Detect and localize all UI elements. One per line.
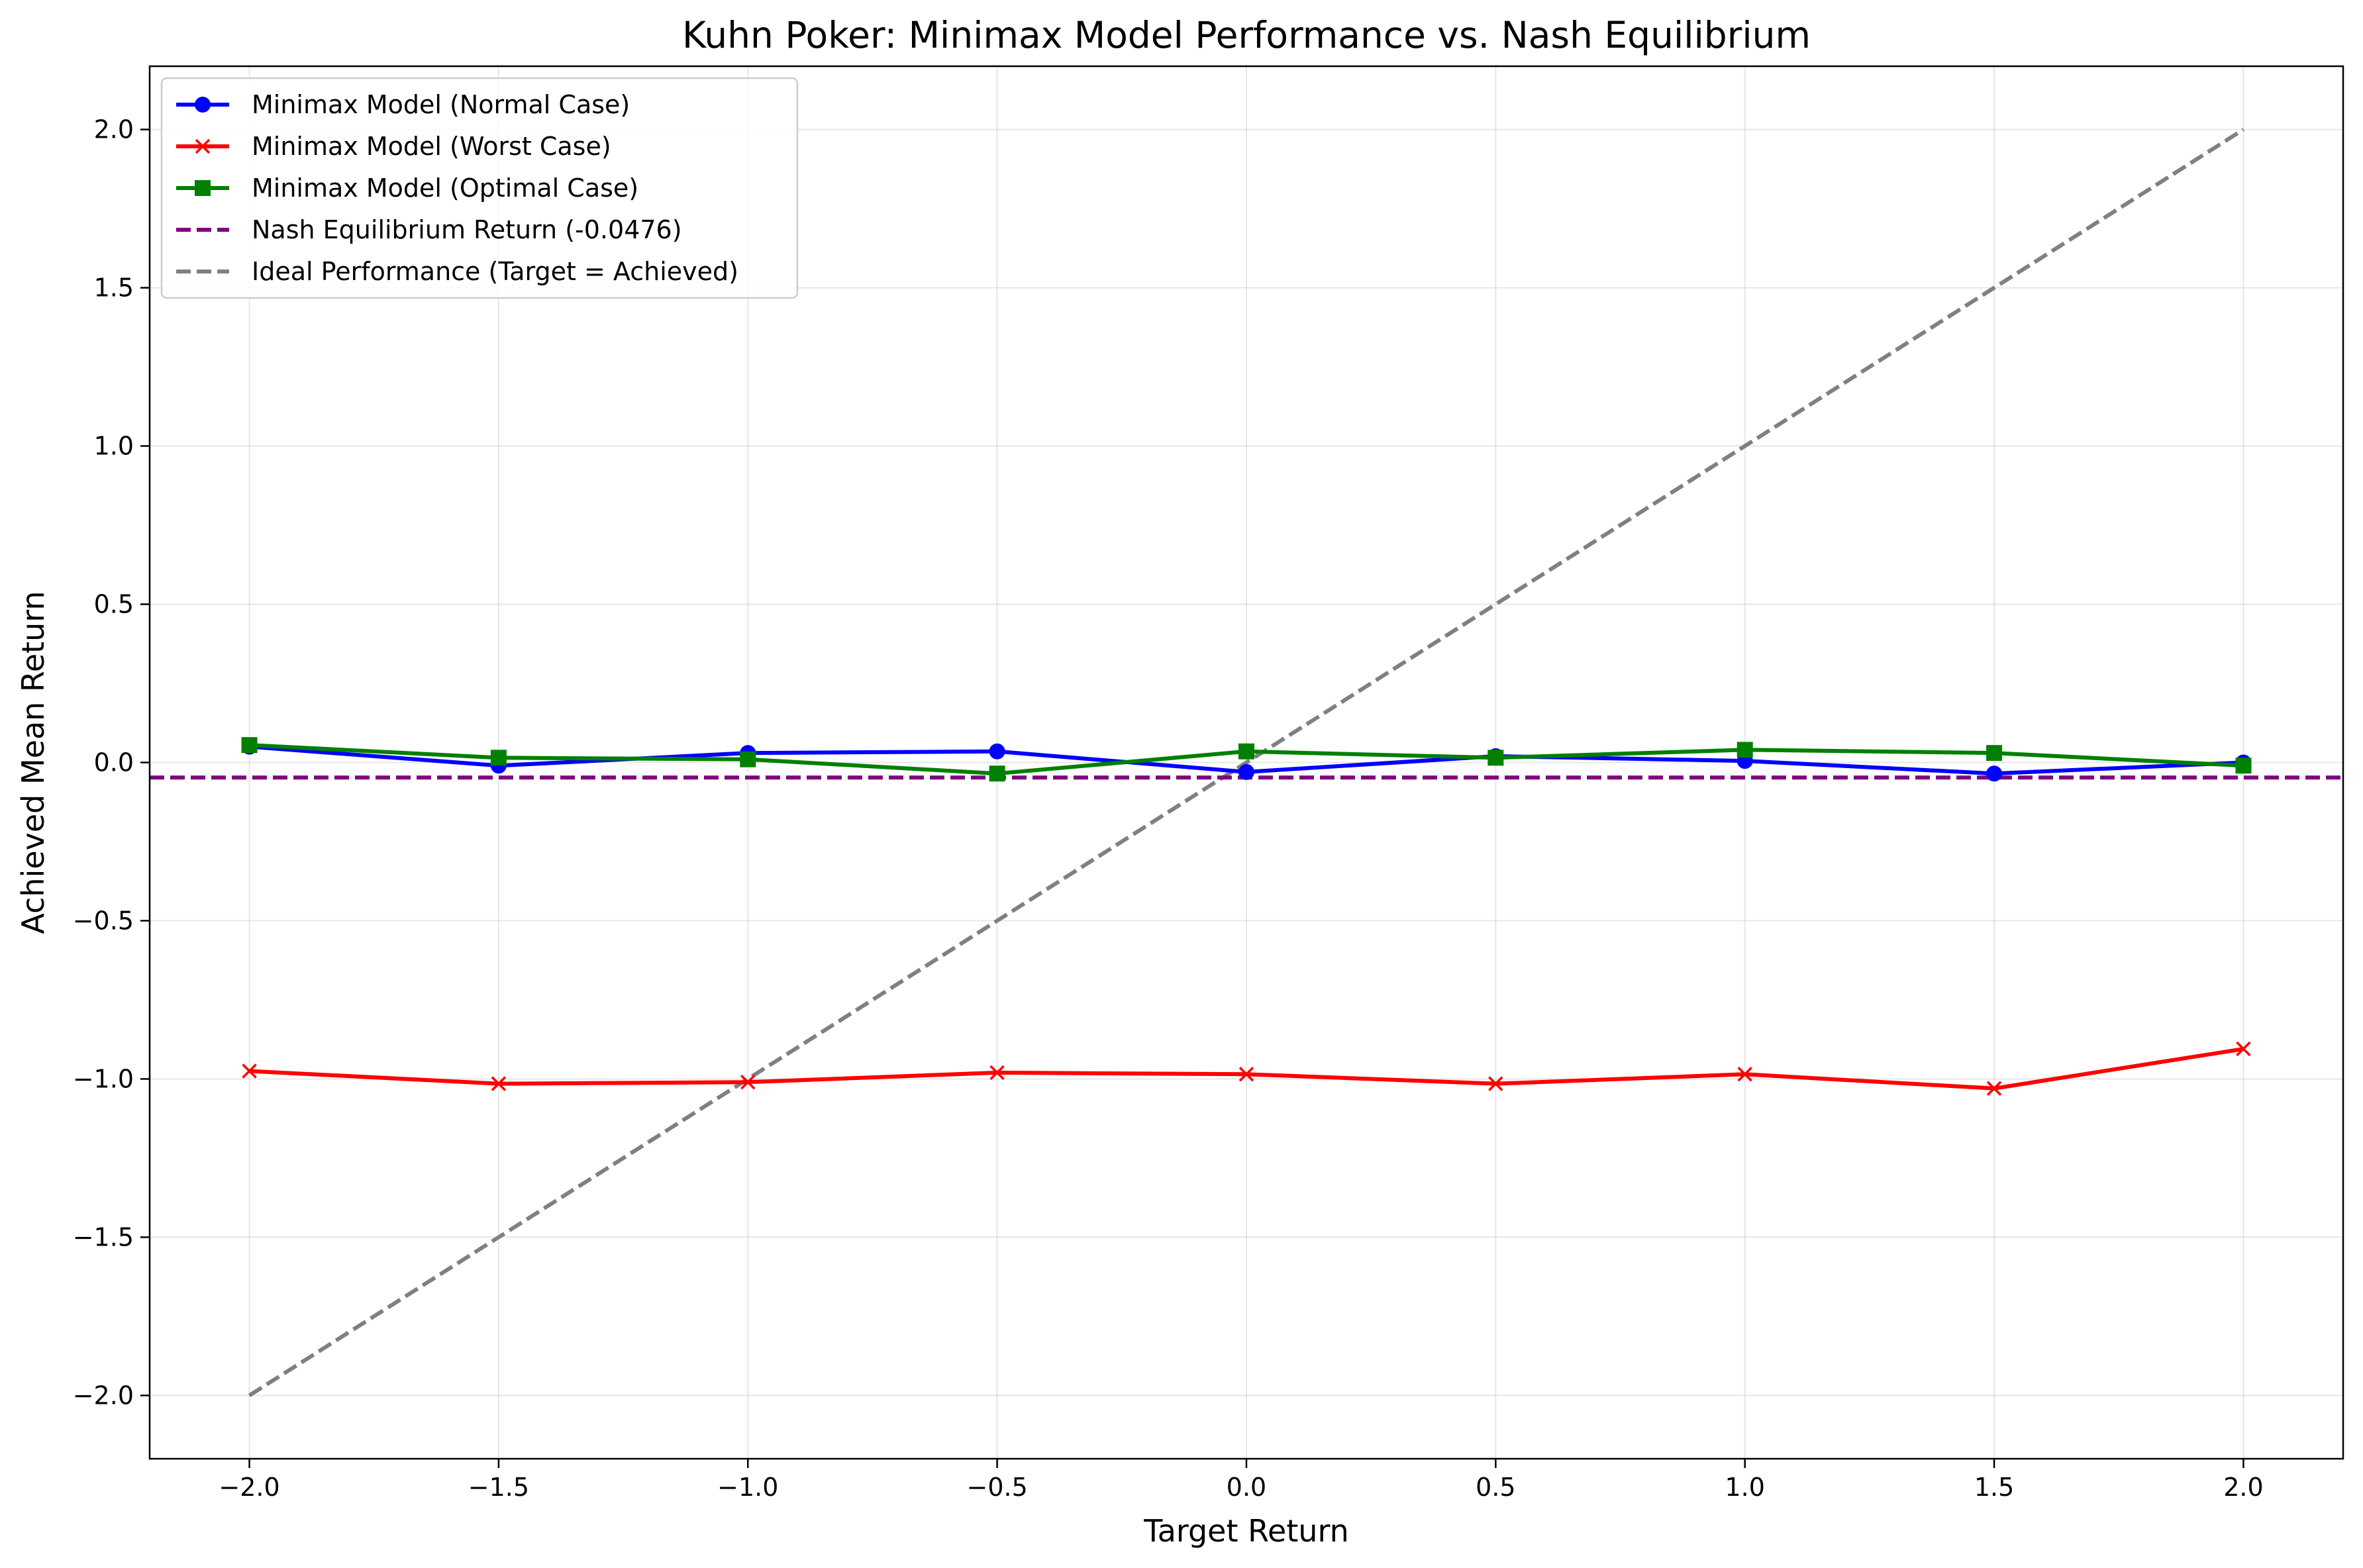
series-0-point xyxy=(1986,765,2003,782)
series-1-point xyxy=(1737,1067,1752,1082)
legend: Minimax Model (Normal Case) Minimax Model… xyxy=(160,77,799,299)
series-2-point xyxy=(1736,742,1753,758)
x-tick-label: −2.0 xyxy=(219,1473,279,1502)
series-1-point-stroke xyxy=(989,1065,1005,1081)
series-1-point-stroke xyxy=(1737,1067,1752,1082)
series-1-point-stroke xyxy=(1488,1076,1503,1091)
y-tick-label: −2.0 xyxy=(73,1381,134,1410)
y-tick-label: 1.0 xyxy=(94,432,134,461)
y-tick-label: 1.5 xyxy=(94,273,134,303)
series-2-point xyxy=(740,751,756,767)
x-axis-title: Target Return xyxy=(1143,1513,1349,1549)
y-tick-label: −0.5 xyxy=(73,906,134,935)
series-1-point xyxy=(740,1074,756,1090)
series-2-point xyxy=(1986,745,2003,761)
y-axis-title: Achieved Mean Return xyxy=(15,591,51,934)
series-1-point-stroke xyxy=(2236,1041,2251,1057)
x-tick-label: 1.5 xyxy=(1974,1473,2014,1502)
legend-entry-label: Ideal Performance (Target = Achieved) xyxy=(252,257,738,286)
series-1-point-stroke xyxy=(242,1063,257,1079)
x-tick-label: −0.5 xyxy=(966,1473,1027,1502)
x-tick-label: 2.0 xyxy=(2223,1473,2263,1502)
legend-swatch-marker xyxy=(195,97,211,113)
series-2-point xyxy=(1487,750,1504,766)
legend-box xyxy=(160,77,799,299)
ideal-performance-line xyxy=(248,128,2245,1397)
legend-swatch-marker xyxy=(195,180,211,196)
legend-swatch-marker-stroke xyxy=(195,138,211,154)
series-1-point xyxy=(1238,1067,1254,1082)
series-1-point-stroke xyxy=(1986,1081,2002,1097)
axis-ticks: −2.0 −1.5 −1.0 −0.5 0.0 0.5 1.0 1.5 2.0 −2.0 −1.5 −… xyxy=(73,115,2264,1502)
legend-entry-label: Minimax Model (Worst Case) xyxy=(252,132,611,161)
chart-title: Kuhn Poker: Minimax Model Performance vs… xyxy=(682,14,1811,56)
series-1-point-stroke xyxy=(1238,1067,1254,1082)
series-1-point xyxy=(491,1076,507,1091)
series-1-point-stroke xyxy=(491,1076,507,1091)
series-1-point-stroke xyxy=(740,1074,756,1090)
x-tick-label: −1.0 xyxy=(717,1473,778,1502)
plot-series xyxy=(150,128,2343,1397)
series-2-point xyxy=(490,750,507,766)
legend-entry-label: Minimax Model (Normal Case) xyxy=(252,90,630,119)
series-2-point xyxy=(1238,743,1254,760)
legend-swatch-marker xyxy=(195,138,211,154)
series-0-point xyxy=(1238,763,1254,780)
series-0-point xyxy=(989,743,1005,760)
legend-entry-label: Nash Equilibrium Return (-0.0476) xyxy=(252,215,682,244)
y-tick-label: 2.0 xyxy=(94,115,134,144)
y-tick-label: −1.0 xyxy=(73,1064,134,1093)
x-tick-label: 0.0 xyxy=(1227,1473,1266,1502)
series-2-point xyxy=(241,737,258,754)
series-1-point xyxy=(2236,1041,2251,1057)
series-1-point xyxy=(242,1063,257,1079)
series-2-point xyxy=(989,765,1005,782)
x-tick-label: −1.5 xyxy=(468,1473,529,1502)
y-tick-label: 0.0 xyxy=(94,748,134,777)
series-1-point xyxy=(1986,1081,2002,1097)
y-tick-label: 0.5 xyxy=(94,590,134,619)
y-tick-label: −1.5 xyxy=(73,1222,134,1251)
x-tick-label: 1.0 xyxy=(1725,1473,1765,1502)
series-1-point xyxy=(1488,1076,1503,1091)
series-1-point xyxy=(989,1065,1005,1081)
legend-entry-label: Minimax Model (Optimal Case) xyxy=(252,173,638,203)
series-2-point xyxy=(2235,758,2252,774)
x-tick-label: 0.5 xyxy=(1476,1473,1515,1502)
